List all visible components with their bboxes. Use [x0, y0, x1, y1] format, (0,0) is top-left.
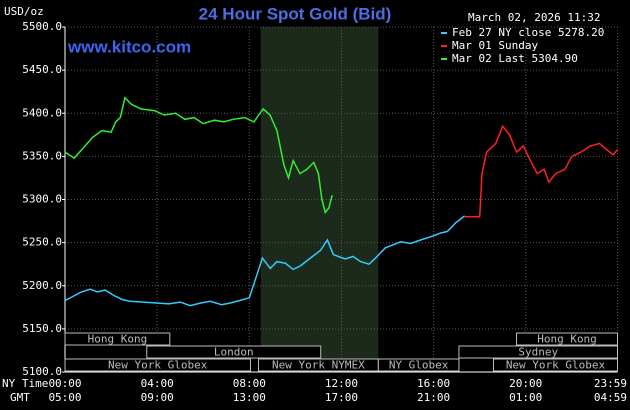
legend-label: Feb 27 NY close 5278.20: [452, 26, 604, 39]
session-label: Hong Kong: [88, 333, 148, 346]
x-tick-label: 23:59: [594, 377, 627, 390]
x-tick-label: 00:00: [48, 377, 81, 390]
y-tick-label: 5400.0: [22, 106, 62, 119]
session-label: New York Globex: [506, 359, 606, 372]
series-line: [64, 215, 466, 307]
x2-tick-label: 13:00: [233, 391, 266, 404]
x2-tick-label: 01:00: [509, 391, 542, 404]
series-line: [464, 124, 619, 218]
x-tick-label: 04:00: [141, 377, 174, 390]
session-label: London: [214, 346, 254, 359]
chart-title: 24 Hour Spot Gold (Bid): [199, 4, 392, 23]
x-tick-label: 20:00: [509, 377, 542, 390]
x-row-label: NY Time: [2, 377, 48, 390]
x2-tick-label: 17:00: [325, 391, 358, 404]
series-line: [64, 96, 333, 215]
y-tick-label: 5500.0: [22, 20, 62, 33]
session-bar: [516, 332, 618, 346]
session-label: NY Globex: [389, 359, 449, 372]
x-tick-label: 12:00: [325, 377, 358, 390]
session-bar: [64, 358, 251, 372]
y-tick-label: 5200.0: [22, 279, 62, 292]
highlight-band: [260, 27, 379, 372]
watermark: www.kitco.com: [67, 37, 191, 56]
legend-label: Mar 01 Sunday: [452, 39, 538, 52]
x2-tick-label: 04:59: [594, 391, 627, 404]
x2-tick-label: 05:00: [48, 391, 81, 404]
session-label: New York Globex: [108, 359, 208, 372]
y-tick-label: 5450.0: [22, 63, 62, 76]
x-tick-label: 08:00: [233, 377, 266, 390]
y-axis-label: USD/oz: [4, 5, 44, 18]
y-tick-label: 5150.0: [22, 322, 62, 335]
x2-tick-label: 21:00: [417, 391, 450, 404]
x-tick-label: 16:00: [417, 377, 450, 390]
y-tick-label: 5300.0: [22, 193, 62, 206]
x2-row-label: GMT: [10, 391, 30, 404]
y-tick-label: 5100.0: [22, 365, 62, 378]
session-bar: [492, 358, 619, 372]
session-bar: [377, 358, 460, 372]
y-tick-label: 5250.0: [22, 236, 62, 249]
y-tick-label: 5350.0: [22, 149, 62, 162]
date: March 02, 2026 11:32: [468, 11, 600, 24]
session-bar: [458, 345, 618, 359]
legend-label: Mar 02 Last 5304.90: [452, 52, 578, 65]
session-label: Sydney: [518, 346, 558, 359]
x2-tick-label: 09:00: [141, 391, 174, 404]
session-bar: [64, 332, 171, 346]
session-label: Hong Kong: [537, 333, 597, 346]
session-bar: [146, 345, 322, 359]
session-label: New York NYMEX: [272, 359, 365, 372]
